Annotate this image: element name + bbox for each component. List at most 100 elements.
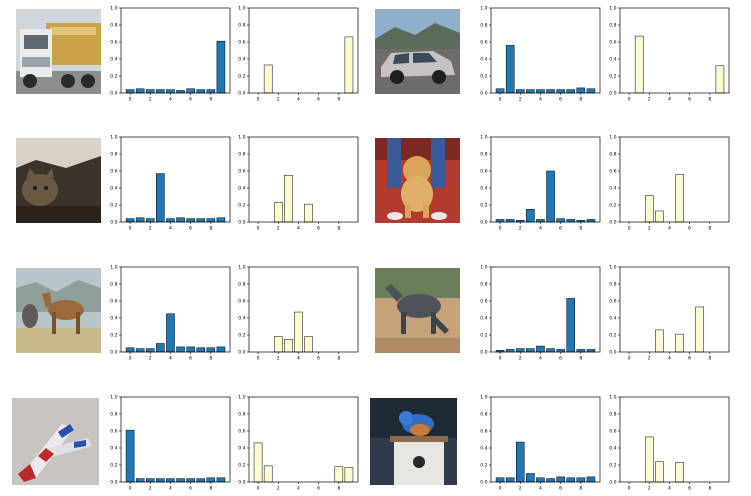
bar-class-2 — [644, 436, 654, 483]
x-tick-label: 0 — [257, 226, 260, 232]
bar-class-7 — [196, 218, 206, 223]
y-tick-label: 0.8 — [238, 152, 245, 158]
y-tick-label: 0.0 — [480, 350, 487, 356]
bar-class-2 — [515, 89, 525, 94]
y-tick-label: 0.4 — [609, 186, 616, 192]
x-tick-label: 0 — [257, 486, 260, 492]
chart-svg: 0.0 0.2 0.4 0.6 0.8 1.0 0 2 4 6 8 — [238, 265, 359, 362]
bar-class-1 — [505, 477, 515, 483]
x-tick-label: 4 — [169, 356, 172, 362]
bar-class-8 — [206, 218, 216, 223]
bar-class-5 — [546, 89, 555, 94]
plot-frame — [619, 266, 730, 353]
x-tick-label: 8 — [337, 486, 340, 492]
x-tick-label: 8 — [209, 226, 212, 232]
y-tick-label: 0.2 — [609, 463, 616, 469]
y-tick-label: 0.0 — [480, 220, 487, 226]
y-tick-label: 0.2 — [480, 203, 487, 209]
bar-class-1 — [505, 45, 515, 94]
bar-class-5 — [176, 217, 185, 223]
y-tick-label: 0.4 — [110, 316, 117, 322]
y-tick-label: 0.4 — [238, 186, 245, 192]
y-tick-label: 0.6 — [609, 429, 616, 435]
y-tick-label: 0.2 — [110, 203, 117, 209]
x-tick-label: 0 — [129, 356, 132, 362]
y-tick-label: 0.6 — [110, 169, 117, 175]
bar-class-5 — [675, 174, 684, 223]
y-tick-label: 0.8 — [609, 23, 616, 29]
x-tick-label: 6 — [317, 97, 320, 103]
y-tick-label: 0.2 — [110, 74, 117, 80]
plot-frame — [120, 396, 231, 483]
y-tick-label: 0.6 — [609, 299, 616, 305]
bar-class-7 — [196, 347, 206, 353]
x-tick-label: 8 — [708, 486, 711, 492]
y-tick-label: 0.6 — [238, 169, 245, 175]
chart-svg: 0.0 0.2 0.4 0.6 0.8 1.0 0 2 4 6 8 — [480, 6, 601, 103]
chart-labels-truck: 0.0 0.2 0.4 0.6 0.8 1.0 0 2 4 6 8 — [233, 3, 363, 107]
bar-class-7 — [566, 477, 576, 483]
bar-class-3 — [156, 343, 165, 353]
bar-class-7 — [196, 89, 206, 94]
plot-frame — [248, 136, 359, 223]
x-tick-label: 0 — [129, 97, 132, 103]
x-tick-label: 4 — [539, 486, 542, 492]
bar-class-3 — [284, 339, 293, 353]
y-tick-label: 0.0 — [110, 480, 117, 486]
dog-image-icon — [375, 138, 460, 223]
y-tick-label: 0.0 — [609, 220, 616, 226]
chart-probabilities-bird: 0.0 0.2 0.4 0.6 0.8 1.0 0 2 4 6 8 — [475, 392, 605, 496]
chart-svg: 0.0 0.2 0.4 0.6 0.8 1.0 0 2 4 6 8 — [609, 6, 730, 103]
x-tick-label: 8 — [708, 356, 711, 362]
y-tick-label: 0.0 — [609, 480, 616, 486]
chart-labels-bird: 0.0 0.2 0.4 0.6 0.8 1.0 0 2 4 6 8 — [604, 392, 734, 496]
bar-class-0 — [125, 429, 135, 483]
y-tick-label: 0.2 — [238, 74, 245, 80]
y-tick-label: 0.0 — [609, 91, 616, 97]
bar-class-6 — [556, 476, 565, 483]
bar-class-9 — [216, 477, 226, 483]
y-tick-label: 1.0 — [110, 265, 117, 271]
chart-svg: 0.0 0.2 0.4 0.6 0.8 1.0 0 2 4 6 8 — [110, 265, 231, 362]
y-tick-label: 0.6 — [238, 299, 245, 305]
bar-class-9 — [586, 219, 596, 223]
bar-class-1 — [634, 35, 644, 94]
bar-class-0 — [125, 347, 135, 353]
chart-labels-dog: 0.0 0.2 0.4 0.6 0.8 1.0 0 2 4 6 8 — [604, 132, 734, 236]
bar-class-9 — [216, 217, 226, 223]
plot-frame — [248, 396, 359, 483]
x-tick-label: 2 — [648, 486, 651, 492]
chart-svg: 0.0 0.2 0.4 0.6 0.8 1.0 0 2 4 6 8 — [480, 135, 601, 232]
bar-class-1 — [505, 349, 515, 353]
bar-class-1 — [135, 348, 145, 353]
y-tick-label: 0.8 — [238, 412, 245, 418]
chart-probabilities-dog: 0.0 0.2 0.4 0.6 0.8 1.0 0 2 4 6 8 — [475, 132, 605, 236]
bar-class-3 — [156, 173, 165, 223]
y-tick-label: 0.8 — [238, 23, 245, 29]
plot-frame — [490, 7, 601, 94]
chart-svg: 0.0 0.2 0.4 0.6 0.8 1.0 0 2 4 6 8 — [480, 395, 601, 492]
x-tick-label: 2 — [519, 226, 522, 232]
bar-class-5 — [304, 336, 313, 353]
bar-class-8 — [334, 466, 344, 483]
y-tick-label: 0.6 — [480, 169, 487, 175]
y-tick-label: 1.0 — [480, 395, 487, 401]
y-tick-label: 0.0 — [238, 480, 245, 486]
x-tick-label: 4 — [297, 97, 300, 103]
bar-class-7 — [566, 89, 576, 94]
car-image-icon — [375, 9, 460, 94]
bar-class-0 — [125, 89, 135, 94]
x-tick-label: 8 — [209, 97, 212, 103]
x-tick-label: 0 — [628, 486, 631, 492]
bar-class-0 — [253, 442, 263, 483]
x-tick-label: 8 — [708, 226, 711, 232]
x-tick-label: 0 — [257, 97, 260, 103]
bar-class-3 — [526, 473, 535, 483]
bar-class-8 — [576, 87, 586, 94]
bar-class-7 — [566, 298, 576, 353]
x-tick-label: 8 — [579, 226, 582, 232]
bar-class-6 — [186, 346, 195, 353]
x-tick-label: 6 — [189, 97, 192, 103]
y-tick-label: 0.8 — [110, 152, 117, 158]
